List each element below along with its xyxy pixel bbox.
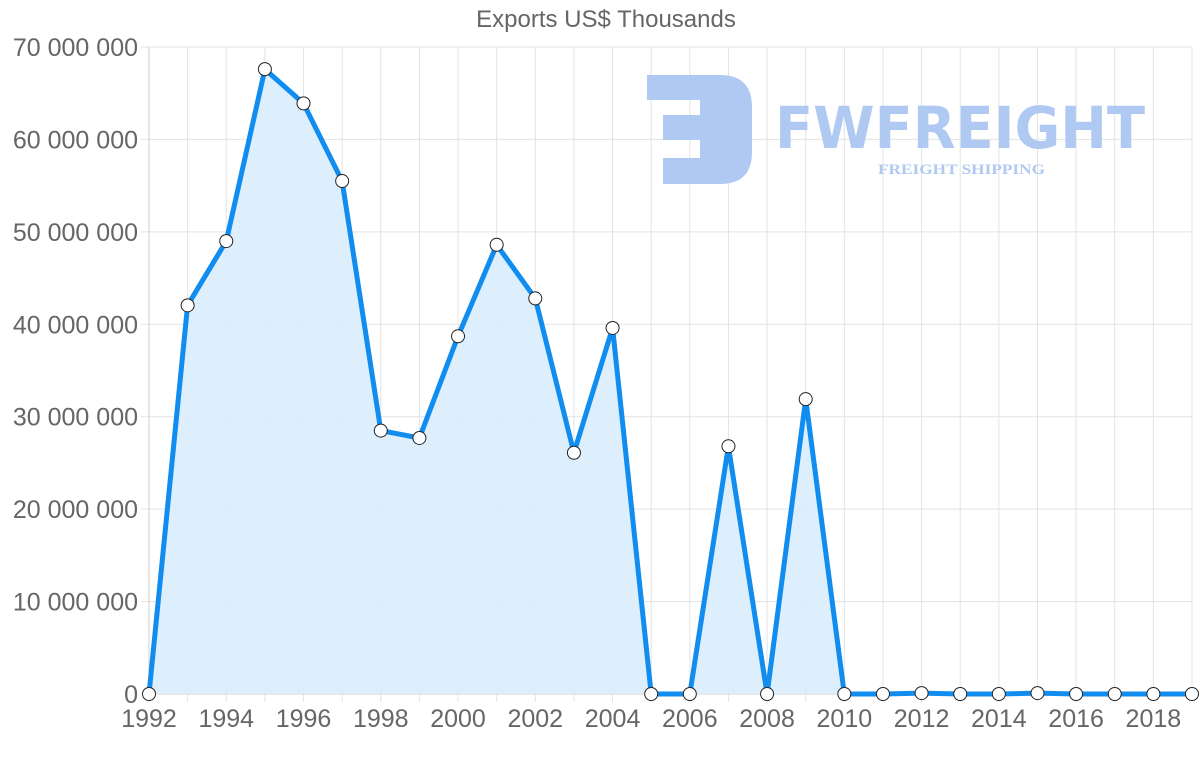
x-tick-label: 1996 — [276, 705, 332, 733]
watermark-brand: FWFREIGHT — [775, 94, 1145, 162]
x-tick-label: 2018 — [1126, 705, 1182, 733]
chart-title: Exports US$ Thousands — [476, 6, 736, 33]
y-tick-label: 70 000 000 — [13, 34, 138, 62]
x-tick-label: 2004 — [585, 705, 641, 733]
data-point-2016[interactable] — [1069, 687, 1084, 701]
data-point-2005[interactable] — [644, 687, 659, 701]
x-tick-label: 2006 — [662, 705, 718, 733]
x-tick-label: 2014 — [971, 705, 1027, 733]
data-point-2011[interactable] — [875, 687, 890, 701]
series-line — [146, 66, 1192, 697]
y-tick-label: 10 000 000 — [13, 589, 138, 617]
x-tick-label: 1998 — [353, 705, 409, 733]
x-tick-label: 2010 — [817, 705, 873, 733]
data-points — [142, 62, 1199, 701]
data-point-2004[interactable] — [605, 320, 620, 335]
data-point-2002[interactable] — [528, 291, 543, 306]
data-point-2014[interactable] — [991, 687, 1006, 701]
x-tick-label: 2000 — [430, 705, 486, 733]
data-point-2013[interactable] — [953, 687, 968, 701]
x-tick-label: 2008 — [739, 705, 795, 733]
data-point-2003[interactable] — [566, 445, 581, 460]
data-point-2009[interactable] — [798, 392, 813, 407]
x-tick-label: 1992 — [121, 705, 177, 733]
data-point-2015[interactable] — [1030, 686, 1045, 701]
x-axis: 1992 1994 1996 1998 2000 2002 2004 2006 2008 2010… — [121, 705, 1181, 733]
y-tick-label: 0 — [124, 681, 138, 709]
x-tick-label: 2002 — [507, 705, 563, 733]
y-tick-label: 30 000 000 — [13, 404, 138, 432]
watermark-logo: FWFREIGHT FREIGHT SHIPPING — [647, 75, 1145, 184]
logo-mark-icon — [647, 75, 752, 184]
data-point-2007[interactable] — [721, 439, 736, 454]
data-point-1994[interactable] — [219, 234, 234, 249]
data-point-2001[interactable] — [489, 237, 504, 252]
data-point-2008[interactable] — [760, 687, 775, 701]
data-point-2000[interactable] — [451, 329, 466, 344]
data-point-2018[interactable] — [1146, 687, 1161, 701]
x-tick-label: 1994 — [198, 705, 254, 733]
y-tick-label: 20 000 000 — [13, 496, 138, 524]
data-point-2006[interactable] — [682, 687, 697, 701]
data-point-1993[interactable] — [180, 298, 195, 313]
data-point-2019[interactable] — [1185, 687, 1199, 701]
series-area-fill — [149, 69, 1192, 694]
watermark-tagline: FREIGHT SHIPPING — [878, 162, 1045, 178]
data-point-1998[interactable] — [373, 423, 388, 438]
data-point-2012[interactable] — [914, 686, 929, 701]
data-point-1995[interactable] — [257, 62, 272, 77]
data-point-2010[interactable] — [837, 687, 852, 701]
x-tick-label: 2016 — [1048, 705, 1104, 733]
data-point-1992[interactable] — [142, 687, 156, 701]
data-point-2017[interactable] — [1107, 687, 1122, 701]
data-point-1999[interactable] — [412, 430, 427, 445]
data-point-1996[interactable] — [296, 96, 311, 111]
y-tick-label: 60 000 000 — [13, 126, 138, 154]
x-tick-label: 2012 — [894, 705, 950, 733]
y-axis: 0 10 000 000 20 000 000 30 000 000 40 000 00… — [13, 34, 138, 709]
y-tick-label: 50 000 000 — [13, 219, 138, 247]
data-point-1997[interactable] — [335, 174, 350, 189]
y-tick-label: 40 000 000 — [13, 311, 138, 339]
